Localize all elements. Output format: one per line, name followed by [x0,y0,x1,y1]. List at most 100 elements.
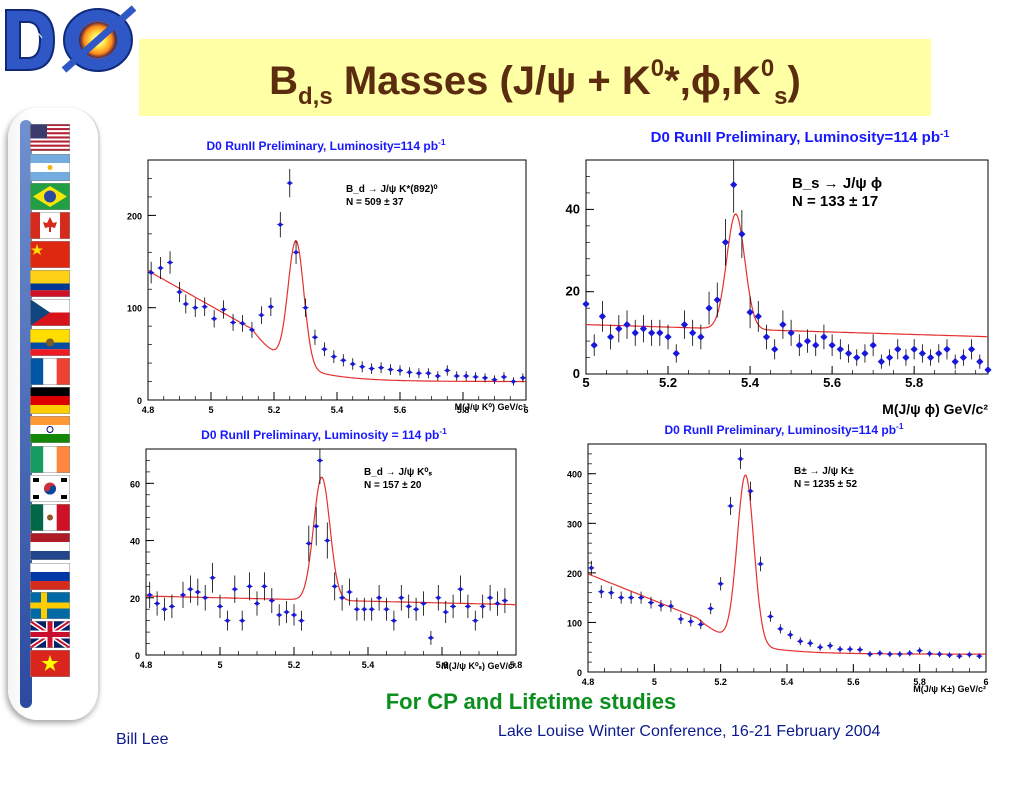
data-point [853,349,861,366]
data-point [387,364,394,375]
flag-czech-republic-icon [30,299,70,326]
data-point [657,599,664,612]
data-point [598,300,607,332]
data-point [902,349,910,366]
data-point [194,578,201,606]
x-axis-label: M(J/ψ K⁰ₛ) GeV/c² [441,661,516,671]
flag-ireland-icon [30,446,70,473]
data-point [836,339,844,360]
data-point [721,219,730,266]
data-point [268,588,275,614]
y-tick-label: 100 [567,618,582,628]
data-point [361,597,368,621]
data-point [896,651,903,658]
data-point [598,585,605,599]
data-point [427,630,434,645]
x-tick-label: 5.8 [457,405,470,415]
data-point [154,591,161,616]
data-point [856,646,863,654]
x-tick-label: 5.8 [905,375,923,390]
data-point [984,365,992,374]
data-point [817,643,824,651]
x-tick-label: 5.6 [823,375,841,390]
y-tick-label: 60 [130,479,140,489]
data-point [157,256,164,280]
data-point [727,496,734,516]
data-point [631,319,639,346]
x-tick-label: 5.4 [331,405,344,415]
data-point [894,339,902,360]
data-point [258,306,265,324]
data-point [457,575,464,603]
data-point [406,367,413,378]
legend-yield: N = 133 ± 17 [792,193,878,210]
flag-argentina-icon [30,154,70,181]
y-tick-label: 200 [567,569,582,579]
x-tick-label: 5.2 [268,405,281,415]
x-tick-label: 5.6 [847,677,860,687]
flag-colombia-icon [30,270,70,297]
y-tick-label: 0 [573,366,580,381]
data-point [638,591,645,604]
data-point [803,329,812,353]
data-point [248,321,255,338]
data-point [376,584,383,611]
plot-frame [145,448,517,656]
data-point [434,371,441,381]
x-tick-label: 5.6 [394,405,407,415]
data-point [916,647,923,654]
data-point [302,298,309,317]
plot-bplus-kplus: D0 RunII Preliminary, Luminosity=114 pb-… [548,422,996,697]
data-point [180,581,186,609]
x-tick-label: 5.6 [436,660,449,670]
data-point [211,310,218,328]
data-point [479,594,486,619]
plot-bd-kshort: D0 RunII Preliminary, Luminosity = 114 p… [120,425,530,680]
x-tick-label: 4.8 [142,405,155,415]
data-point [976,653,983,659]
data-point [283,601,290,624]
data-point [420,591,427,616]
data-point [464,594,471,619]
x-tick-label: 5.2 [288,660,301,670]
data-point [787,319,795,346]
data-point [607,324,615,350]
data-point [936,651,943,658]
data-point [397,365,403,376]
data-point [230,314,237,331]
fit-curve [147,239,526,383]
plot-bs-phi: D0 RunII Preliminary, Luminosity=114 pb-… [548,120,996,430]
data-point [209,562,216,593]
data-point [906,650,913,657]
data-point [239,314,246,332]
data-point [405,594,412,619]
data-point [463,371,470,381]
data-point [847,645,854,653]
fit-curve [585,213,988,338]
data-point [861,344,869,363]
highlight-caption: For CP and Lifetime studies [385,689,677,714]
sidebar-stripe [20,120,32,708]
data-point [324,522,331,559]
data-point [425,368,432,379]
data-point [501,588,508,614]
d0-logo [2,2,138,76]
legend-yield: N = 1235 ± 52 [794,479,857,490]
flag-germany-icon [30,387,70,414]
plot-frame [147,159,527,401]
flag-sidebar [8,108,100,720]
data-point [779,310,787,339]
data-point [192,298,199,317]
data-point [705,291,713,325]
data-point [298,610,305,631]
x-tick-label: 5 [217,660,222,670]
data-point [935,344,943,363]
data-point [167,251,174,274]
data-point [435,584,442,611]
data-point [689,319,697,346]
x-axis-label: M(J/ψ K⁰) GeV/c² [455,402,526,412]
x-tick-label: 5.4 [362,660,375,670]
data-point [246,572,253,601]
data-point [771,339,779,360]
data-point [787,630,794,640]
